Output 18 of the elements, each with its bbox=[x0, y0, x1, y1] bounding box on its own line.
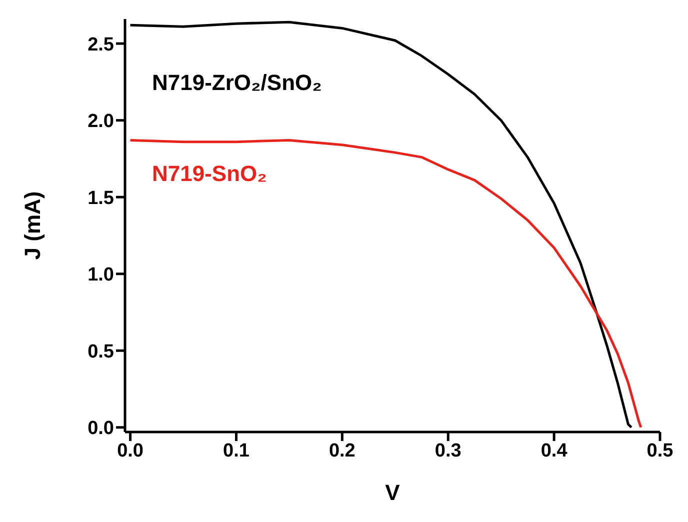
y-axis-title: J (mA) bbox=[20, 191, 45, 260]
series-label: N719-SnO₂ bbox=[152, 161, 267, 187]
x-tick-label: 0.4 bbox=[540, 440, 568, 462]
y-tick-label: 2.5 bbox=[88, 34, 114, 56]
series-label: N719-ZrO₂/SnO₂ bbox=[152, 70, 322, 96]
line-series bbox=[129, 139, 642, 429]
y-tick-label: 0.5 bbox=[88, 341, 114, 362]
x-axis-title: V bbox=[385, 480, 400, 505]
x-tick-label: 0.5 bbox=[646, 440, 674, 462]
x-tick-label: 0.3 bbox=[434, 440, 462, 462]
line-series bbox=[129, 20, 633, 429]
x-tick-label: 0.1 bbox=[223, 440, 250, 462]
x-tick-label: 0.0 bbox=[117, 440, 144, 462]
y-tick-label: 2.0 bbox=[88, 111, 114, 132]
y-tick-label: 1.5 bbox=[88, 188, 114, 209]
y-tick-label: 0.0 bbox=[88, 418, 114, 440]
y-tick-label: 1.0 bbox=[88, 264, 114, 286]
x-tick-label: 0.2 bbox=[328, 440, 356, 462]
